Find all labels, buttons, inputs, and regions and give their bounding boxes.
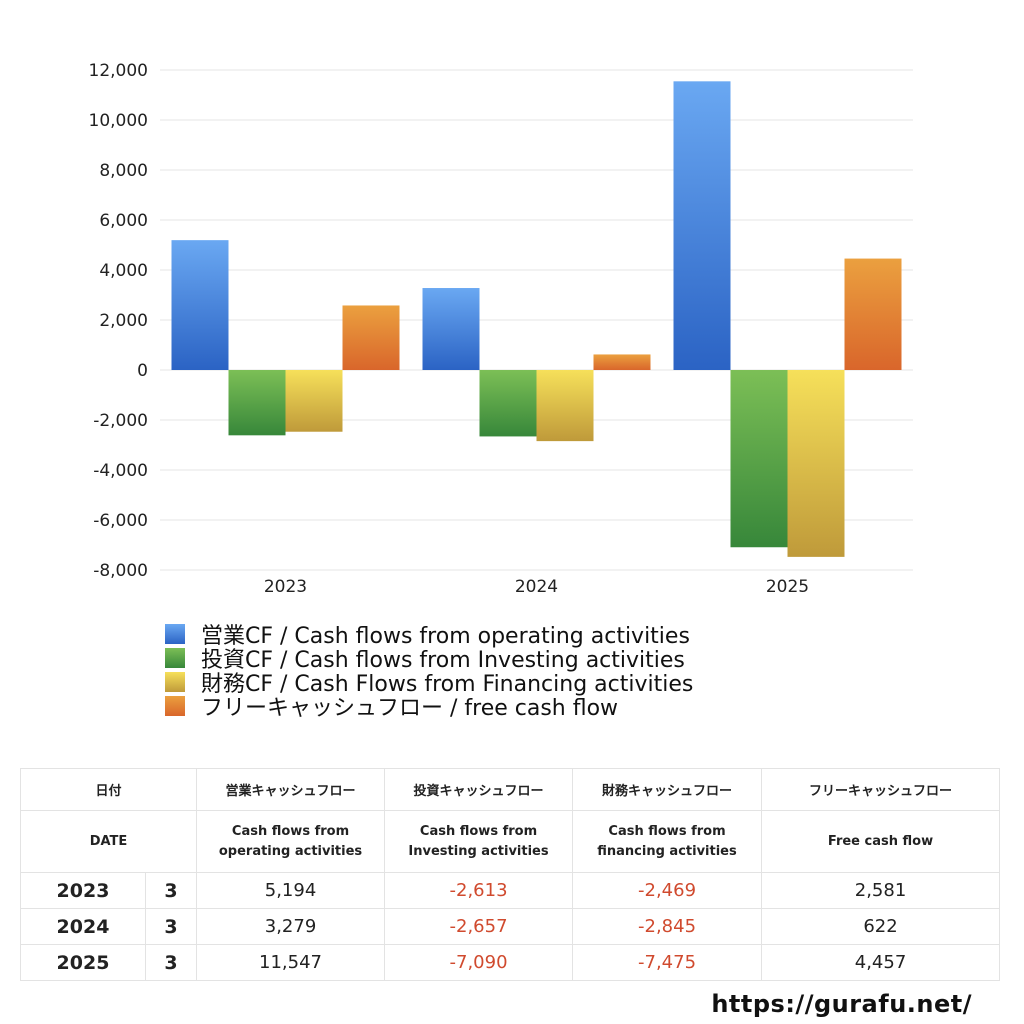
table-row: 2024 3 3,279 -2,657 -2,845 622 xyxy=(20,908,1001,945)
y-tick-label: 12,000 xyxy=(89,61,148,81)
legend-label-financing: 財務CF / Cash Flows from Financing activit… xyxy=(201,672,694,697)
bar-financing-2024 xyxy=(536,370,594,442)
header-financing-en: Cash flows from financing activities xyxy=(572,810,763,873)
y-tick-label: 10,000 xyxy=(89,111,148,131)
table-header-row-en: DATE Cash flows from operating activitie… xyxy=(19,810,1001,873)
bar-free-cash-flow-2023 xyxy=(342,305,400,370)
legend-label-free-cash-flow: フリーキャッシュフロー / free cash flow xyxy=(201,696,619,721)
x-axis-tick-labels: 2023 2024 2025 xyxy=(264,577,809,597)
row-month: 3 xyxy=(144,908,198,945)
row-operating: 3,279 xyxy=(196,908,386,945)
chart-legend: 営業CF / Cash flows from operating activit… xyxy=(165,622,693,721)
table-row: 2023 3 5,194 -2,613 -2,469 2,581 xyxy=(20,872,1001,909)
row-financing: -2,845 xyxy=(572,908,763,945)
header-date-en: DATE xyxy=(19,810,198,873)
legend-swatch-financing xyxy=(165,672,185,692)
bar-investing-2023 xyxy=(228,370,286,436)
bar-operating-2023 xyxy=(171,240,229,370)
y-tick-label: -2,000 xyxy=(93,411,148,431)
row-investing: -7,090 xyxy=(384,944,574,981)
y-tick-label: 8,000 xyxy=(99,161,148,181)
row-year: 2025 xyxy=(20,944,146,981)
bar-operating-2024 xyxy=(422,288,480,370)
x-tick-label: 2025 xyxy=(766,577,809,597)
y-tick-label: -6,000 xyxy=(93,511,148,531)
row-operating: 5,194 xyxy=(196,872,386,909)
header-investing-jp: 投資キャッシュフロー xyxy=(384,768,574,811)
row-free: 622 xyxy=(761,908,1001,945)
site-url-link[interactable]: https://gurafu.net/ xyxy=(711,990,972,1018)
x-tick-label: 2024 xyxy=(515,577,558,597)
table-row: 2025 3 11,547 -7,090 -7,475 4,457 xyxy=(20,944,1001,981)
row-free: 4,457 xyxy=(761,944,1001,981)
header-financing-jp: 財務キャッシュフロー xyxy=(572,768,763,811)
row-month: 3 xyxy=(144,872,198,909)
legend-label-investing: 投資CF / Cash flows from Investing activit… xyxy=(201,648,685,673)
y-tick-label: -8,000 xyxy=(93,561,148,581)
bar-free-cash-flow-2024 xyxy=(593,354,651,370)
legend-item-investing: 投資CF / Cash flows from Investing activit… xyxy=(165,646,693,673)
y-tick-label: -4,000 xyxy=(93,461,148,481)
y-tick-label: 6,000 xyxy=(99,211,148,231)
row-investing: -2,657 xyxy=(384,908,574,945)
bar-investing-2024 xyxy=(479,370,537,437)
row-operating: 11,547 xyxy=(196,944,386,981)
legend-swatch-free-cash-flow xyxy=(165,696,185,716)
legend-item-free-cash-flow: フリーキャッシュフロー / free cash flow xyxy=(165,694,693,721)
y-tick-label: 2,000 xyxy=(99,311,148,331)
x-tick-label: 2023 xyxy=(264,577,307,597)
header-investing-en: Cash flows from Investing activities xyxy=(384,810,574,873)
header-free-jp: フリーキャッシュフロー xyxy=(761,768,1001,811)
legend-item-operating: 営業CF / Cash flows from operating activit… xyxy=(165,622,693,649)
row-year: 2023 xyxy=(20,872,146,909)
bar-financing-2025 xyxy=(787,370,845,557)
bar-financing-2023 xyxy=(285,370,343,432)
header-date-jp: 日付 xyxy=(19,768,198,811)
row-financing: -2,469 xyxy=(572,872,763,909)
legend-swatch-operating xyxy=(165,624,185,644)
row-month: 3 xyxy=(144,944,198,981)
header-operating-en: Cash flows from operating activities xyxy=(196,810,386,873)
row-year: 2024 xyxy=(20,908,146,945)
bar-investing-2025 xyxy=(730,370,788,548)
table-header-row-jp: 日付 営業キャッシュフロー 投資キャッシュフロー 財務キャッシュフロー フリーキ… xyxy=(19,768,1001,811)
legend-swatch-investing xyxy=(165,648,185,668)
legend-label-operating: 営業CF / Cash flows from operating activit… xyxy=(201,624,690,649)
bar-operating-2025 xyxy=(673,81,731,370)
y-tick-label: 4,000 xyxy=(99,261,148,281)
cash-flow-table: 日付 営業キャッシュフロー 投資キャッシュフロー 財務キャッシュフロー フリーキ… xyxy=(19,768,1001,981)
bar-free-cash-flow-2025 xyxy=(844,258,902,370)
row-free: 2,581 xyxy=(761,872,1001,909)
y-tick-label: 0 xyxy=(137,361,148,381)
y-axis-tick-labels: 12,000 10,000 8,000 6,000 4,000 2,000 0 -2,000 -… xyxy=(89,61,148,581)
legend-item-financing: 財務CF / Cash Flows from Financing activit… xyxy=(165,670,693,697)
row-financing: -7,475 xyxy=(572,944,763,981)
chart-bars xyxy=(171,81,902,557)
header-operating-jp: 営業キャッシュフロー xyxy=(196,768,386,811)
row-investing: -2,613 xyxy=(384,872,574,909)
header-free-en: Free cash flow xyxy=(761,810,1001,873)
cash-flow-bar-chart: 12,000 10,000 8,000 6,000 4,000 2,000 0 -2,000 -… xyxy=(89,61,913,597)
